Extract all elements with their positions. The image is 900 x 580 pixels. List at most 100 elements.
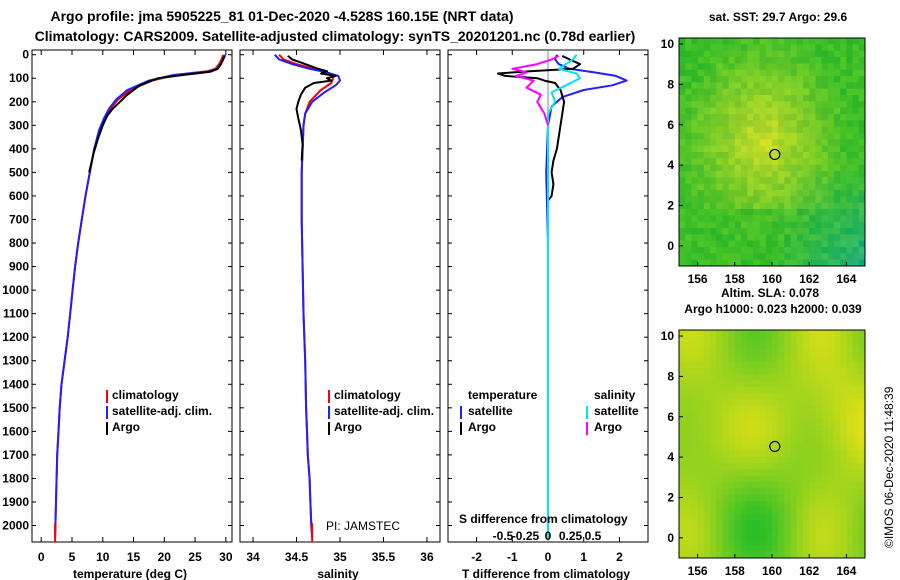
heatmap-cell <box>753 450 761 458</box>
heatmap-cell <box>821 82 829 90</box>
heatmap-cell <box>815 456 823 464</box>
heatmap-cell <box>734 126 742 134</box>
heatmap-cell <box>697 545 705 553</box>
heatmap-cell <box>716 437 723 445</box>
heatmap-cell <box>858 190 866 197</box>
heatmap-cell <box>840 507 847 515</box>
heatmap-cell <box>815 425 823 432</box>
series-satellite-adj-clim- <box>54 54 227 538</box>
heatmap-cell <box>728 342 736 350</box>
heatmap-cell <box>759 406 767 413</box>
heatmap-cell <box>772 196 779 204</box>
heatmap-cell <box>778 259 785 267</box>
heatmap-cell <box>710 57 717 64</box>
heatmap-cell <box>710 50 717 58</box>
heatmap-cell <box>722 406 730 413</box>
heatmap-cell <box>778 444 785 451</box>
heatmap-cell <box>734 482 742 489</box>
heatmap-cell <box>703 158 711 166</box>
heatmap-cell <box>840 247 847 254</box>
heatmap-cell <box>858 406 866 413</box>
heatmap-cell <box>747 50 754 58</box>
heatmap-cell <box>815 532 823 540</box>
heatmap-cell <box>728 330 736 337</box>
heatmap-cell <box>784 437 792 445</box>
heatmap-cell <box>834 539 841 546</box>
heatmap-cell <box>778 393 785 401</box>
heatmap-cell <box>815 76 823 83</box>
heatmap-cell <box>747 437 754 445</box>
heatmap-cell <box>710 253 717 261</box>
heatmap-cell <box>784 336 792 344</box>
heatmap-cell <box>858 475 866 483</box>
heatmap-cell <box>679 202 686 210</box>
heatmap-cell <box>747 380 754 388</box>
heatmap-cell <box>697 336 705 344</box>
heatmap-cell <box>753 133 761 140</box>
heatmap-cell <box>852 482 860 489</box>
heatmap-cell <box>809 171 816 178</box>
heatmap-cell <box>846 545 854 553</box>
heatmap-cell <box>765 183 773 191</box>
heatmap-cell <box>691 101 699 109</box>
heatmap-cell <box>685 57 692 64</box>
heatmap-cell <box>790 475 798 483</box>
heatmap-cell <box>821 418 829 426</box>
heatmap-cell <box>716 177 723 185</box>
heatmap-cell <box>784 412 792 420</box>
heatmap-cell <box>728 456 736 464</box>
heatmap-cell <box>691 202 699 210</box>
heatmap-cell <box>772 247 779 254</box>
heatmap-cell <box>809 69 816 77</box>
heatmap-cell <box>772 234 779 242</box>
heatmap-cell <box>753 76 761 83</box>
heatmap-cell <box>778 183 785 191</box>
heatmap-cell <box>852 545 860 553</box>
heatmap-cell <box>716 228 723 235</box>
heatmap-cell <box>827 501 835 508</box>
heatmap-cell <box>722 190 730 197</box>
heatmap-cell <box>815 520 823 527</box>
heatmap-cell <box>710 202 717 210</box>
heatmap-cell <box>741 399 748 407</box>
heatmap-cell <box>778 38 785 45</box>
heatmap-cell <box>809 488 816 496</box>
heatmap-cell <box>716 336 723 344</box>
heatmap-cell <box>858 50 866 58</box>
heatmap-cell <box>796 551 804 559</box>
heatmap-cell <box>759 425 767 432</box>
heatmap-cell <box>809 437 816 445</box>
heatmap-cell <box>679 412 686 420</box>
heatmap-cell <box>834 253 841 261</box>
heatmap-cell <box>858 234 866 242</box>
heatmap-cell <box>716 240 723 248</box>
heatmap-cell <box>734 488 742 496</box>
heatmap-cell <box>809 57 816 64</box>
heatmap-cell <box>747 171 754 178</box>
heatmap-cell <box>697 463 705 470</box>
heatmap-cell <box>728 431 736 439</box>
s-tick-label: 0.25 <box>559 529 583 543</box>
heatmap-cell <box>840 253 847 261</box>
heatmap-cell <box>716 488 723 496</box>
heatmap-cell <box>840 139 847 147</box>
heatmap-cell <box>703 196 711 204</box>
heatmap-cell <box>796 177 804 185</box>
heatmap-cell <box>834 240 841 248</box>
heatmap-cell <box>697 88 705 96</box>
heatmap-cell <box>691 177 699 185</box>
heatmap-cell <box>815 190 823 197</box>
depth-tick-label: 1700 <box>2 448 29 462</box>
heatmap-cell <box>784 44 792 52</box>
heatmap-cell <box>796 120 804 128</box>
heatmap-cell <box>710 368 717 375</box>
heatmap-cell <box>784 507 792 515</box>
heatmap-cell <box>784 456 792 464</box>
heatmap-cell <box>710 133 717 140</box>
heatmap-cell <box>759 532 767 540</box>
heatmap-cell <box>834 202 841 210</box>
heatmap-cell <box>790 253 798 261</box>
heatmap-cell <box>734 183 742 191</box>
heatmap-cell <box>796 44 804 52</box>
